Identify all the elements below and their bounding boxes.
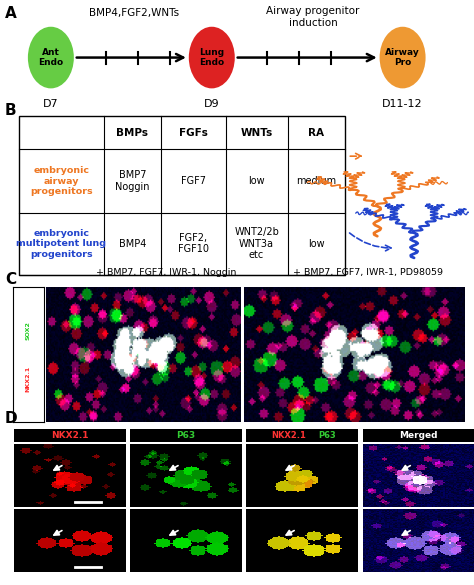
Text: RA: RA (309, 128, 324, 138)
Text: A: A (5, 6, 17, 21)
Text: B: B (5, 103, 17, 118)
Text: BMP7
Noggin: BMP7 Noggin (115, 170, 150, 192)
Text: medium: medium (296, 176, 337, 186)
Text: P63: P63 (176, 431, 196, 440)
Ellipse shape (28, 27, 74, 88)
Text: + BMP7, FGF7, IWR-1, PD98059: + BMP7, FGF7, IWR-1, PD98059 (293, 268, 443, 277)
Text: Lung
Endo: Lung Endo (199, 48, 224, 67)
Text: WNTs: WNTs (240, 128, 273, 138)
Text: FGF2,
FGF10: FGF2, FGF10 (178, 233, 209, 254)
Text: BMP4,FGF2,WNTs: BMP4,FGF2,WNTs (89, 8, 179, 18)
Text: NKX2.1: NKX2.1 (272, 431, 306, 440)
Text: embryonic
multipotent lung
progenitors: embryonic multipotent lung progenitors (16, 229, 106, 259)
Text: D: D (5, 411, 18, 426)
Text: BMP4: BMP4 (119, 239, 146, 249)
Text: FGFs: FGFs (179, 128, 208, 138)
Text: SOX2: SOX2 (26, 321, 31, 339)
Text: WNT2/2b
WNT3a
etc: WNT2/2b WNT3a etc (234, 227, 279, 260)
Text: low: low (248, 176, 265, 186)
Text: D9: D9 (204, 99, 219, 109)
Text: Airway progenitor
induction: Airway progenitor induction (266, 6, 360, 27)
Text: Merged: Merged (399, 431, 438, 440)
Text: C: C (5, 273, 16, 287)
Text: D7: D7 (43, 99, 59, 109)
Bar (18, 116, 345, 274)
Text: BMPs: BMPs (117, 128, 148, 138)
Text: D11-12: D11-12 (382, 99, 423, 109)
Text: NKX2.1: NKX2.1 (51, 431, 89, 440)
Text: P63: P63 (318, 431, 336, 440)
Text: + BMP7, FGF7, IWR-1, Noggin: + BMP7, FGF7, IWR-1, Noggin (96, 268, 236, 277)
Text: embryonic
airway
progenitors: embryonic airway progenitors (30, 166, 92, 196)
Text: Ant
Endo: Ant Endo (38, 48, 64, 67)
Text: FGF7: FGF7 (181, 176, 206, 186)
Ellipse shape (380, 27, 426, 88)
Text: low: low (308, 239, 325, 249)
Text: NKX2.1: NKX2.1 (26, 366, 31, 392)
Ellipse shape (189, 27, 235, 88)
Text: Airway
Pro: Airway Pro (385, 48, 420, 67)
